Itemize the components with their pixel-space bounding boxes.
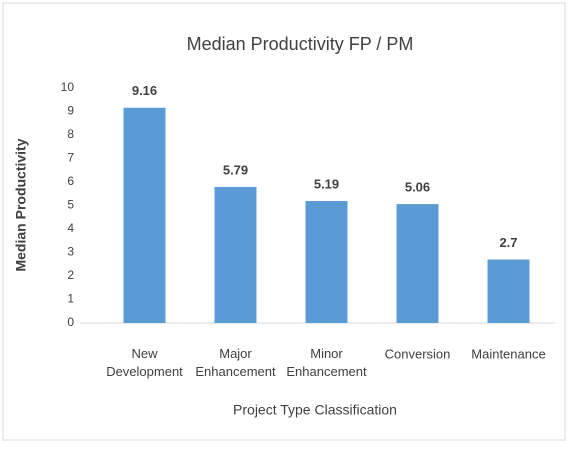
x-axis-label: Project Type Classification: [233, 402, 397, 418]
y-tick-label: 9: [67, 104, 74, 118]
y-tick-label: 3: [67, 245, 74, 259]
x-tick-label: Conversion: [385, 346, 451, 361]
data-label: 5.06: [405, 180, 430, 195]
chart-title: Median Productivity FP / PM: [187, 34, 414, 54]
bar: [396, 204, 439, 323]
data-label: 5.79: [223, 162, 248, 177]
bar: [123, 107, 166, 324]
y-tick-label: 5: [67, 198, 74, 212]
data-label: 5.19: [314, 176, 339, 191]
y-tick-label: 4: [67, 221, 74, 235]
bar: [487, 259, 530, 323]
data-label: 9.16: [132, 83, 157, 98]
data-label: 2.7: [499, 235, 517, 250]
bar: [305, 201, 348, 323]
y-tick-label: 0: [67, 315, 74, 329]
y-tick-label: 6: [67, 174, 74, 188]
x-tick-label: Minor Enhancement: [286, 346, 367, 379]
y-tick-label: 2: [67, 268, 74, 282]
y-tick-label: 7: [67, 151, 74, 165]
chart-border: [2, 2, 566, 441]
y-axis-label: Median Productivity: [13, 138, 29, 271]
x-tick-label: Maintenance: [471, 346, 545, 361]
y-tick-label: 1: [67, 292, 74, 306]
bar: [214, 186, 257, 323]
x-tick-label: Major Enhancement: [195, 346, 276, 379]
y-tick-label: 8: [67, 127, 74, 141]
y-tick-label: 10: [61, 80, 75, 94]
x-tick-label: New Development: [106, 346, 183, 379]
